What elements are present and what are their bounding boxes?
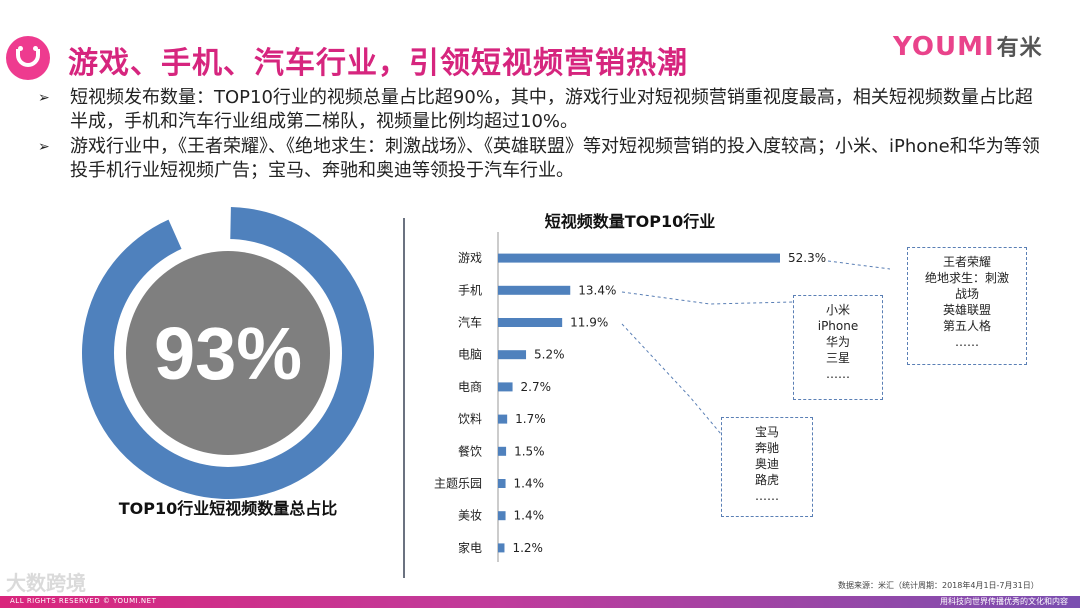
bar [498,285,571,295]
bullet-item: ➢ 短视频发布数量：TOP10行业的视频总量占比超90%，其中，游戏行业对短视频… [38,86,1048,134]
section-divider [403,218,405,578]
category-label: 电商 [458,379,482,394]
bar [498,479,506,488]
callout-line: 宝马 [754,425,779,439]
connector-games [827,260,890,270]
category-label: 汽车 [458,315,482,330]
bar-value-label: 13.4% [578,283,616,297]
footer-bar [0,596,1080,608]
page-title: 游戏、手机、汽车行业，引领短视频营销热潮 [68,46,688,81]
connector-cars [621,323,722,435]
callout-games: 王者荣耀 绝地求生：刺激 战场 英雄联盟 第五人格 …… [907,247,1027,365]
callout-line: 华为 [825,335,850,349]
footer-slogan: 用科技向世界传播优秀的文化和内容 [940,597,1068,606]
bullet-arrow-icon: ➢ [38,90,50,106]
callout-line: iPhone [817,319,859,333]
footer-copyright: ALL RIGHTS RESERVED © YOUMI.NET [10,597,157,605]
bar-value-label: 1.7% [515,412,546,426]
share-donut-chart: 93% [81,207,375,500]
summary-bullets: ➢ 短视频发布数量：TOP10行业的视频总量占比超90%，其中，游戏行业对短视频… [38,86,1048,184]
callout-line: 战场 [954,287,979,301]
bar-value-label: 1.4% [514,477,545,491]
callout-line: 英雄联盟 [942,303,991,317]
bar-value-label: 1.2% [512,541,543,555]
bar [498,253,780,263]
bullet-item: ➢ 游戏行业中，《王者荣耀》、《绝地求生：刺激战场》、《英雄联盟》等对短视频营销… [38,135,1048,183]
category-label: 主题乐园 [434,477,482,491]
bar [498,511,506,521]
category-label: 餐饮 [458,443,482,458]
bar-chart: 游戏 52.3% 手机 13.4% 汽车 11.9% 电脑 5.2% 电商 2.7% 饮料 1.7% 餐… [434,232,890,562]
callout-line: …… [826,367,850,381]
bar [498,414,508,424]
bar [498,350,527,360]
callout-line: 小米 [825,303,850,317]
donut-value-label: 93% [154,312,302,395]
callout-line: …… [955,335,979,349]
bar [498,446,507,456]
category-label: 游戏 [458,251,482,265]
data-source-note: 数据来源：米汇（统计周期：2018年4月1日-7月31日） [838,581,1039,590]
bar-chart-title: 短视频数量TOP10行业 [544,212,716,231]
bar-value-label: 1.4% [514,509,545,523]
callout-line: 绝地求生：刺激 [924,271,1009,285]
brand-logo-latin: YOUMI [893,32,995,62]
bar-value-label: 2.7% [521,380,552,394]
brand-logo: YOUMI有米 [893,30,1043,62]
bar-value-label: 1.5% [514,444,545,458]
bar [498,543,505,553]
brand-smile-icon [6,36,50,80]
callout-line: 第五人格 [942,319,991,333]
category-label: 饮料 [458,412,482,426]
bar [498,318,563,327]
category-label: 美妆 [458,509,482,523]
connector-phones [621,291,794,305]
callout-line: 奥迪 [754,457,779,471]
donut-core [126,251,330,455]
callout-line: 路虎 [754,473,779,487]
callout-line: 三星 [825,351,850,365]
bar-value-label: 11.9% [570,316,608,330]
bar-value-label: 52.3% [788,251,826,265]
watermark: 大数跨境 [6,571,86,595]
brand-logo-cn: 有米 [996,36,1043,61]
callout-line: 王者荣耀 [942,255,991,269]
category-label: 家电 [458,540,482,555]
callout-line: 奔驰 [754,441,779,455]
bar-value-label: 5.2% [534,348,565,362]
donut-caption: TOP10行业短视频数量总占比 [118,499,338,518]
category-label: 电脑 [458,348,482,362]
category-label: 手机 [458,283,482,297]
callout-line: …… [755,489,779,503]
bar [498,382,513,392]
callout-cars: 宝马 奔驰 奥迪 路虎 …… [721,417,813,517]
bullet-text: 短视频发布数量：TOP10行业的视频总量占比超90%，其中，游戏行业对短视频营销… [70,87,1033,132]
donut-svg: 93% [81,207,375,500]
bullet-text: 游戏行业中，《王者荣耀》、《绝地求生：刺激战场》、《英雄联盟》等对短视频营销的投… [70,136,1040,181]
bullet-arrow-icon: ➢ [38,139,50,155]
callout-phones: 小米 iPhone 华为 三星 …… [793,295,883,400]
